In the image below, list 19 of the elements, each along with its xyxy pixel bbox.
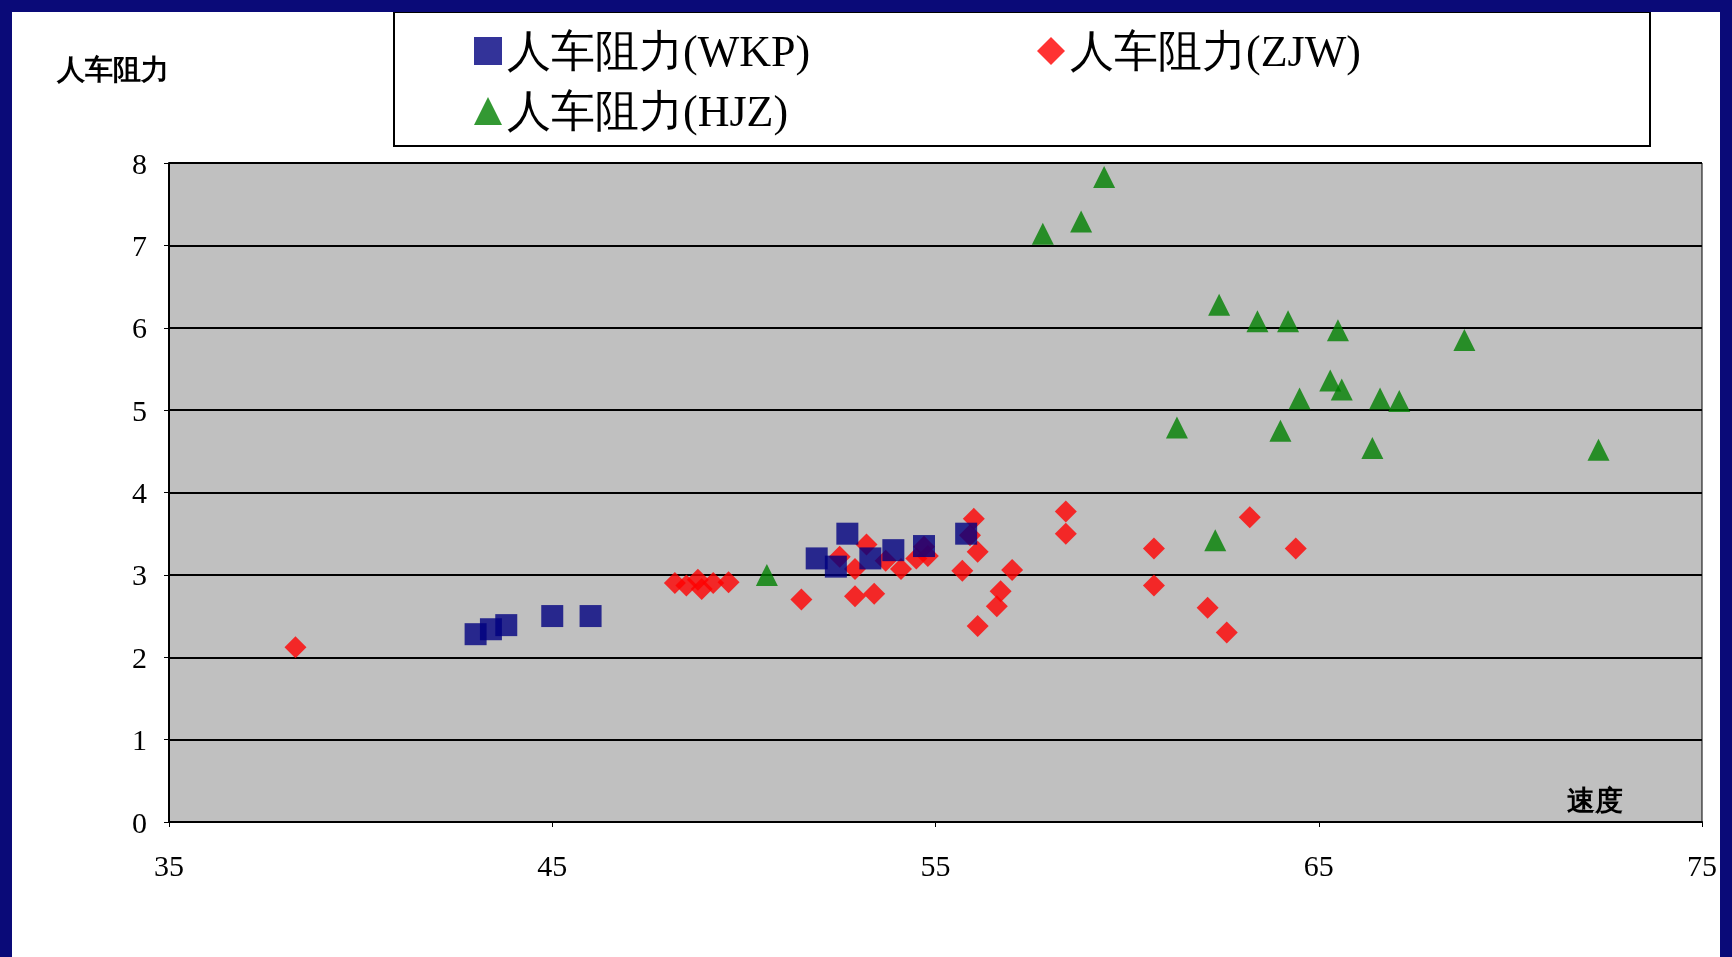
legend-label: 人车阻力(ZJW) bbox=[1070, 26, 1361, 76]
y-tick-label: 0 bbox=[132, 805, 147, 839]
y-tick-label: 5 bbox=[132, 393, 147, 427]
y-tick-label: 4 bbox=[132, 476, 147, 509]
y-tick-label: 1 bbox=[132, 723, 147, 757]
x-tick-label: 65 bbox=[1303, 848, 1334, 882]
y-axis-title: 人车阻力 bbox=[56, 53, 169, 85]
y-tick-label: 6 bbox=[132, 311, 147, 345]
x-tick-label: 35 bbox=[154, 848, 184, 882]
x-tick-label: 55 bbox=[920, 848, 951, 882]
x-tick-label: 75 bbox=[1687, 848, 1717, 882]
y-tick-label: 8 bbox=[132, 146, 147, 180]
y-tick-label: 7 bbox=[132, 228, 147, 262]
y-tick-label: 3 bbox=[132, 558, 147, 592]
x-axis-title: 速度 bbox=[1567, 784, 1623, 816]
y-tick-label: 2 bbox=[132, 640, 147, 674]
legend-label: 人车阻力(HJZ) bbox=[507, 86, 789, 136]
x-tick-label: 45 bbox=[537, 848, 568, 882]
legend-label: 人车阻力(WKP) bbox=[507, 26, 811, 76]
